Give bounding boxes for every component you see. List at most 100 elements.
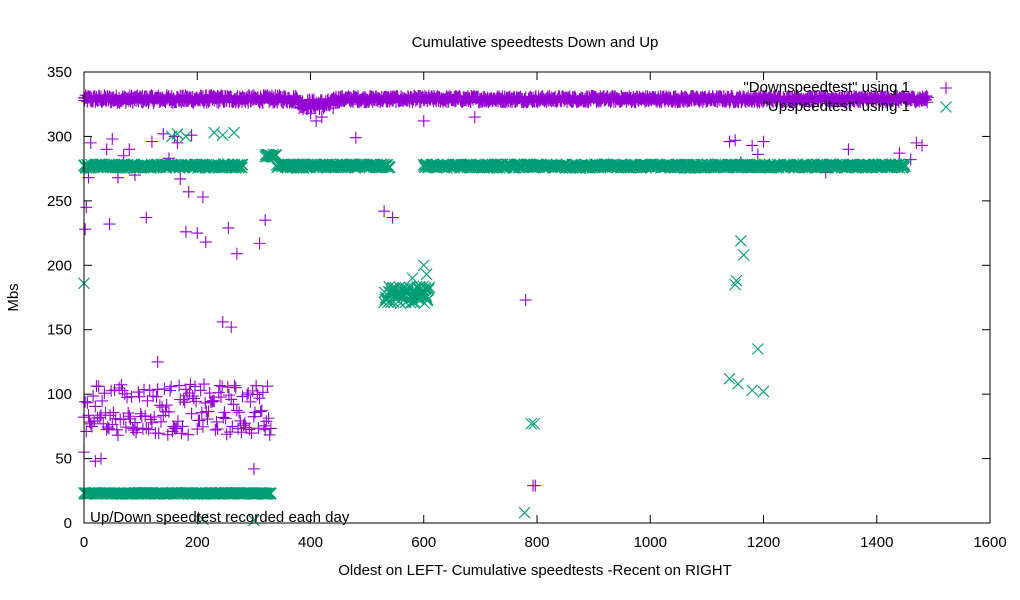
downspeed-point — [191, 423, 204, 436]
downspeed-point — [230, 247, 243, 260]
downspeed-point — [111, 429, 124, 442]
downspeed-point — [150, 390, 163, 403]
legend-plus-icon — [940, 82, 952, 94]
downspeed-point — [729, 134, 742, 147]
downspeed-point — [176, 420, 189, 433]
upspeed-point — [383, 161, 396, 174]
downspeed-point — [165, 380, 178, 393]
y-tick-label: 150 — [47, 322, 72, 339]
downspeed-point — [158, 382, 171, 395]
downspeed-point — [247, 462, 260, 475]
downspeed-point — [215, 391, 228, 404]
downspeed-point — [229, 381, 242, 394]
upspeed-point — [723, 372, 736, 385]
downspeed-point — [746, 139, 759, 152]
upspeed-point — [270, 149, 283, 161]
downspeed-point — [147, 390, 160, 403]
downspeed-point — [123, 410, 136, 423]
upspeed-point — [734, 234, 747, 247]
downspeed-point — [199, 396, 212, 409]
upspeed-point — [247, 514, 260, 527]
downspeed-point — [233, 406, 246, 419]
downspeed-point — [119, 421, 132, 434]
upspeed-point — [420, 291, 433, 304]
x-axis-label: Oldest on LEFT- Cumulative speedtests -R… — [338, 562, 732, 579]
downspeed-point — [202, 405, 215, 418]
downspeed-point — [921, 96, 934, 109]
downspeed-point — [217, 411, 230, 424]
x-tick-label: 0 — [80, 534, 88, 551]
legend-label-downspeed: "Downspeedtest" using 1 — [743, 79, 910, 96]
downspeed-point — [254, 405, 267, 418]
downspeed-point — [110, 423, 123, 436]
downspeed-point — [191, 227, 204, 240]
downspeed-point — [205, 395, 218, 408]
downspeed-point — [245, 427, 258, 440]
downspeed-point — [178, 396, 191, 409]
upspeed-point — [264, 487, 277, 500]
upspeed-point — [421, 293, 434, 306]
downspeed-point — [79, 395, 92, 408]
downspeed-point — [123, 143, 136, 156]
downspeed-point — [89, 400, 102, 413]
downspeed-point — [116, 384, 129, 397]
upspeed-point — [751, 343, 764, 355]
downspeed-point — [194, 384, 207, 397]
downspeed-point — [138, 383, 151, 396]
downspeed-point — [225, 393, 238, 406]
upspeed-point — [423, 281, 436, 294]
downspeed-point — [179, 225, 192, 238]
upspeed-series — [78, 126, 911, 527]
downspeed-point — [174, 172, 187, 185]
downspeed-point — [84, 417, 97, 430]
downspeed-point — [81, 396, 94, 409]
downspeed-point — [103, 218, 116, 231]
upspeed-point — [528, 417, 541, 430]
legend-marker-upspeed — [940, 101, 952, 113]
downspeed-point — [209, 423, 222, 436]
downspeed-point — [100, 143, 113, 156]
upspeed-point — [236, 158, 249, 171]
downspeed-point — [304, 107, 317, 120]
downspeed-point — [260, 415, 273, 428]
downspeed-point — [152, 427, 165, 440]
downspeed-point — [186, 390, 199, 403]
downspeed-point — [249, 406, 262, 419]
upspeed-point — [746, 384, 759, 397]
axis-ticks: 0 200 400 600 800 1000 1200 1400 1600 0 50 100 150 20… — [47, 64, 1007, 551]
upspeed-point — [518, 506, 531, 519]
downspeed-point — [185, 407, 198, 420]
downspeed-point — [128, 416, 141, 429]
downspeed-point — [893, 147, 906, 160]
x-tick-label: 1200 — [747, 534, 780, 551]
downspeed-point — [920, 89, 933, 102]
y-axis-label: Mbs — [5, 283, 22, 311]
upspeed-point — [417, 259, 430, 272]
downspeed-point — [227, 398, 240, 411]
downspeed-point — [160, 399, 173, 412]
upspeed-point — [525, 417, 538, 430]
legend-label-upspeed: "Upspeedtest" using 1 — [763, 98, 910, 115]
downspeed-point — [127, 424, 140, 437]
downspeed-point — [244, 395, 257, 408]
y-tick-label: 50 — [55, 451, 72, 468]
chart-title: Cumulative speedtests Down and Up — [412, 34, 659, 51]
downspeed-point — [133, 390, 146, 403]
plot-frame — [83, 71, 991, 524]
x-tick-label: 1000 — [634, 534, 667, 551]
downspeed-series — [78, 89, 934, 492]
downspeed-point — [226, 420, 239, 433]
upspeed-point — [899, 160, 911, 173]
downspeed-point — [105, 384, 118, 397]
x-tick-label: 400 — [298, 534, 323, 551]
downspeed-point — [239, 421, 252, 434]
downspeed-point — [169, 422, 182, 435]
y-tick-label: 200 — [47, 257, 72, 274]
downspeed-point — [256, 386, 269, 399]
downspeed-point — [175, 427, 188, 440]
downspeed-point — [918, 92, 931, 105]
downspeed-point — [190, 395, 203, 408]
y-tick-label: 250 — [47, 193, 72, 210]
downspeed-point — [349, 131, 362, 144]
downspeed-point — [89, 455, 102, 468]
